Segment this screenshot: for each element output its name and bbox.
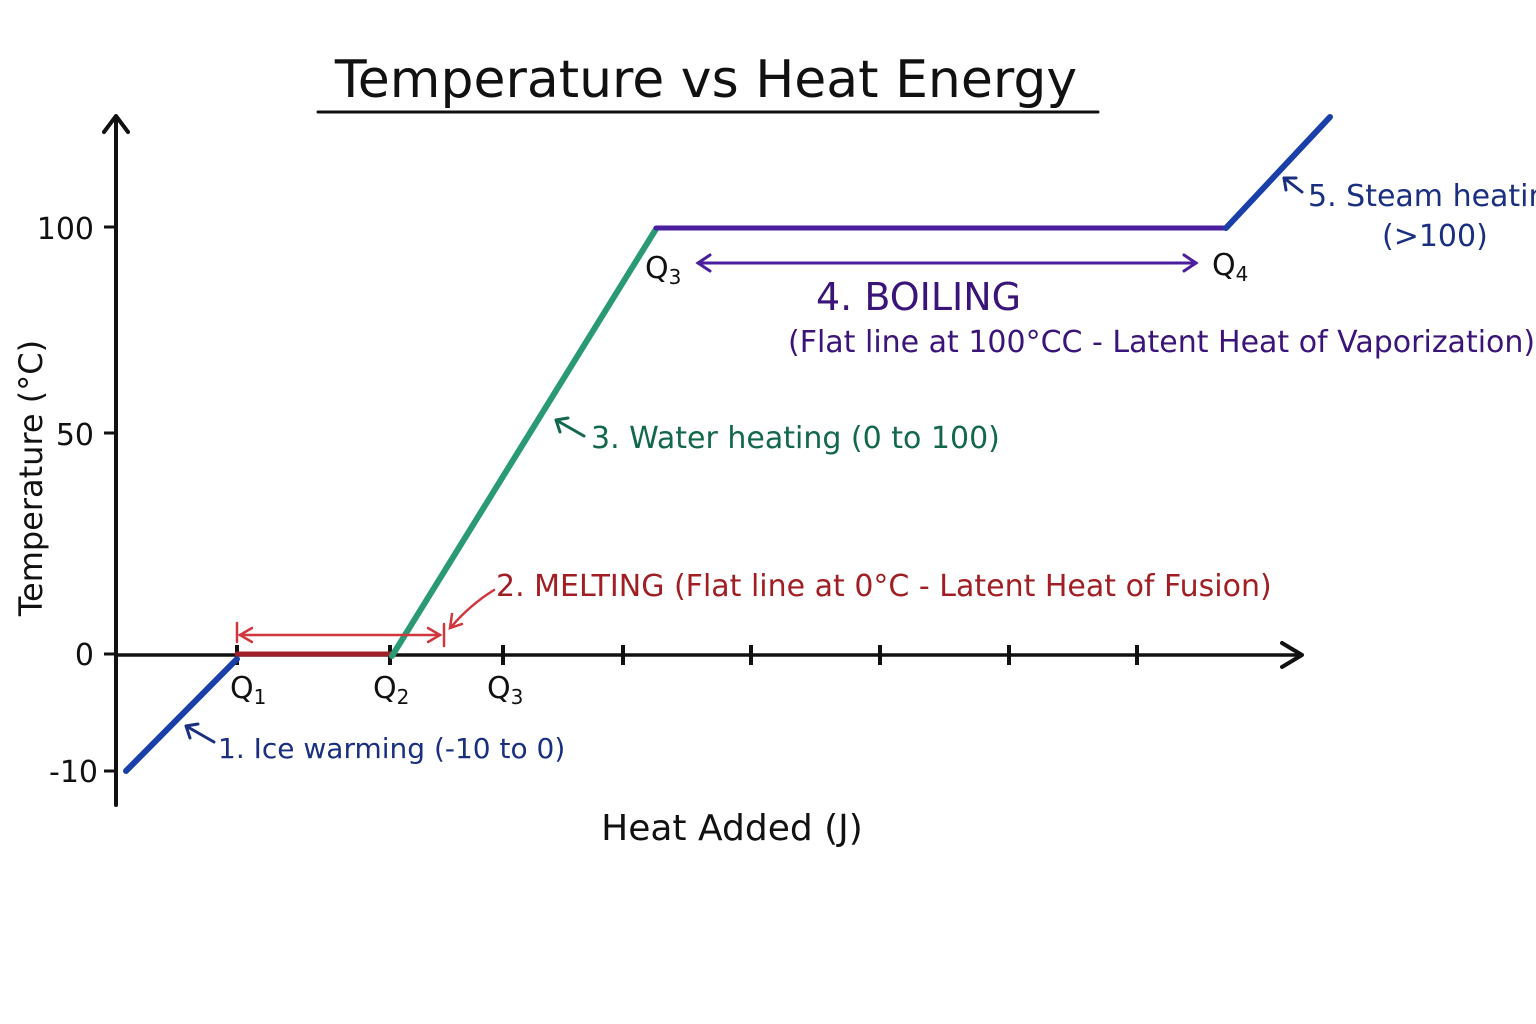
svg-text:3. Water heating (0 to 100): 3. Water heating (0 to 100) [591,421,1000,456]
x-axis-label: Heat Added (J) [601,808,863,849]
annotation-melting: 2. MELTING (Flat line at 0°C - Latent He… [496,569,1272,604]
melting-range-arrow [235,588,496,648]
svg-text:1. Ice warming (-10 to 0): 1. Ice warming (-10 to 0) [218,732,565,765]
svg-text:2. MELTING (Flat line at 0°C -: 2. MELTING (Flat line at 0°C - Latent He… [496,569,1272,604]
annotation-water: 3. Water heating (0 to 100) [554,416,1000,456]
annotation-steam: 5. Steam heating (>100) [1282,176,1536,254]
chart-title: Temperature vs Heat Energy [334,50,1077,110]
y-axis-label: Temperature (°C) [12,340,50,617]
y-tick-100: 100 [37,212,94,247]
y-tick-0: 0 [75,638,94,673]
segment-water-heating [389,226,659,659]
x-tick-q2: Q2 [373,671,409,709]
x-tick-q1: Q1 [230,671,266,709]
x-tick-q3: Q3 [487,671,523,709]
y-tick-50: 50 [56,418,94,453]
annotation-ice: 1. Ice warming (-10 to 0) [184,722,565,765]
y-axis: 100 50 0 -10 Temperature (°C) [12,114,130,807]
svg-text:(>100): (>100) [1382,219,1488,254]
segment-steam-heating [1223,114,1333,231]
svg-text:(Flat line at 100°CC - Latent: (Flat line at 100°CC - Latent Heat of Va… [788,325,1535,360]
segment-ice-warming [123,656,240,774]
y-tick-minus10: -10 [49,755,98,790]
svg-text:4. BOILING: 4. BOILING [816,275,1021,319]
annotation-boiling: 4. BOILING (Flat line at 100°CC - Latent… [788,275,1535,360]
boiling-range-arrow [695,253,1199,273]
data-series [123,114,1333,774]
label-q3-top: Q3 [645,251,681,289]
label-q4-top: Q4 [1212,248,1248,286]
svg-text:5. Steam heating: 5. Steam heating [1308,179,1536,214]
